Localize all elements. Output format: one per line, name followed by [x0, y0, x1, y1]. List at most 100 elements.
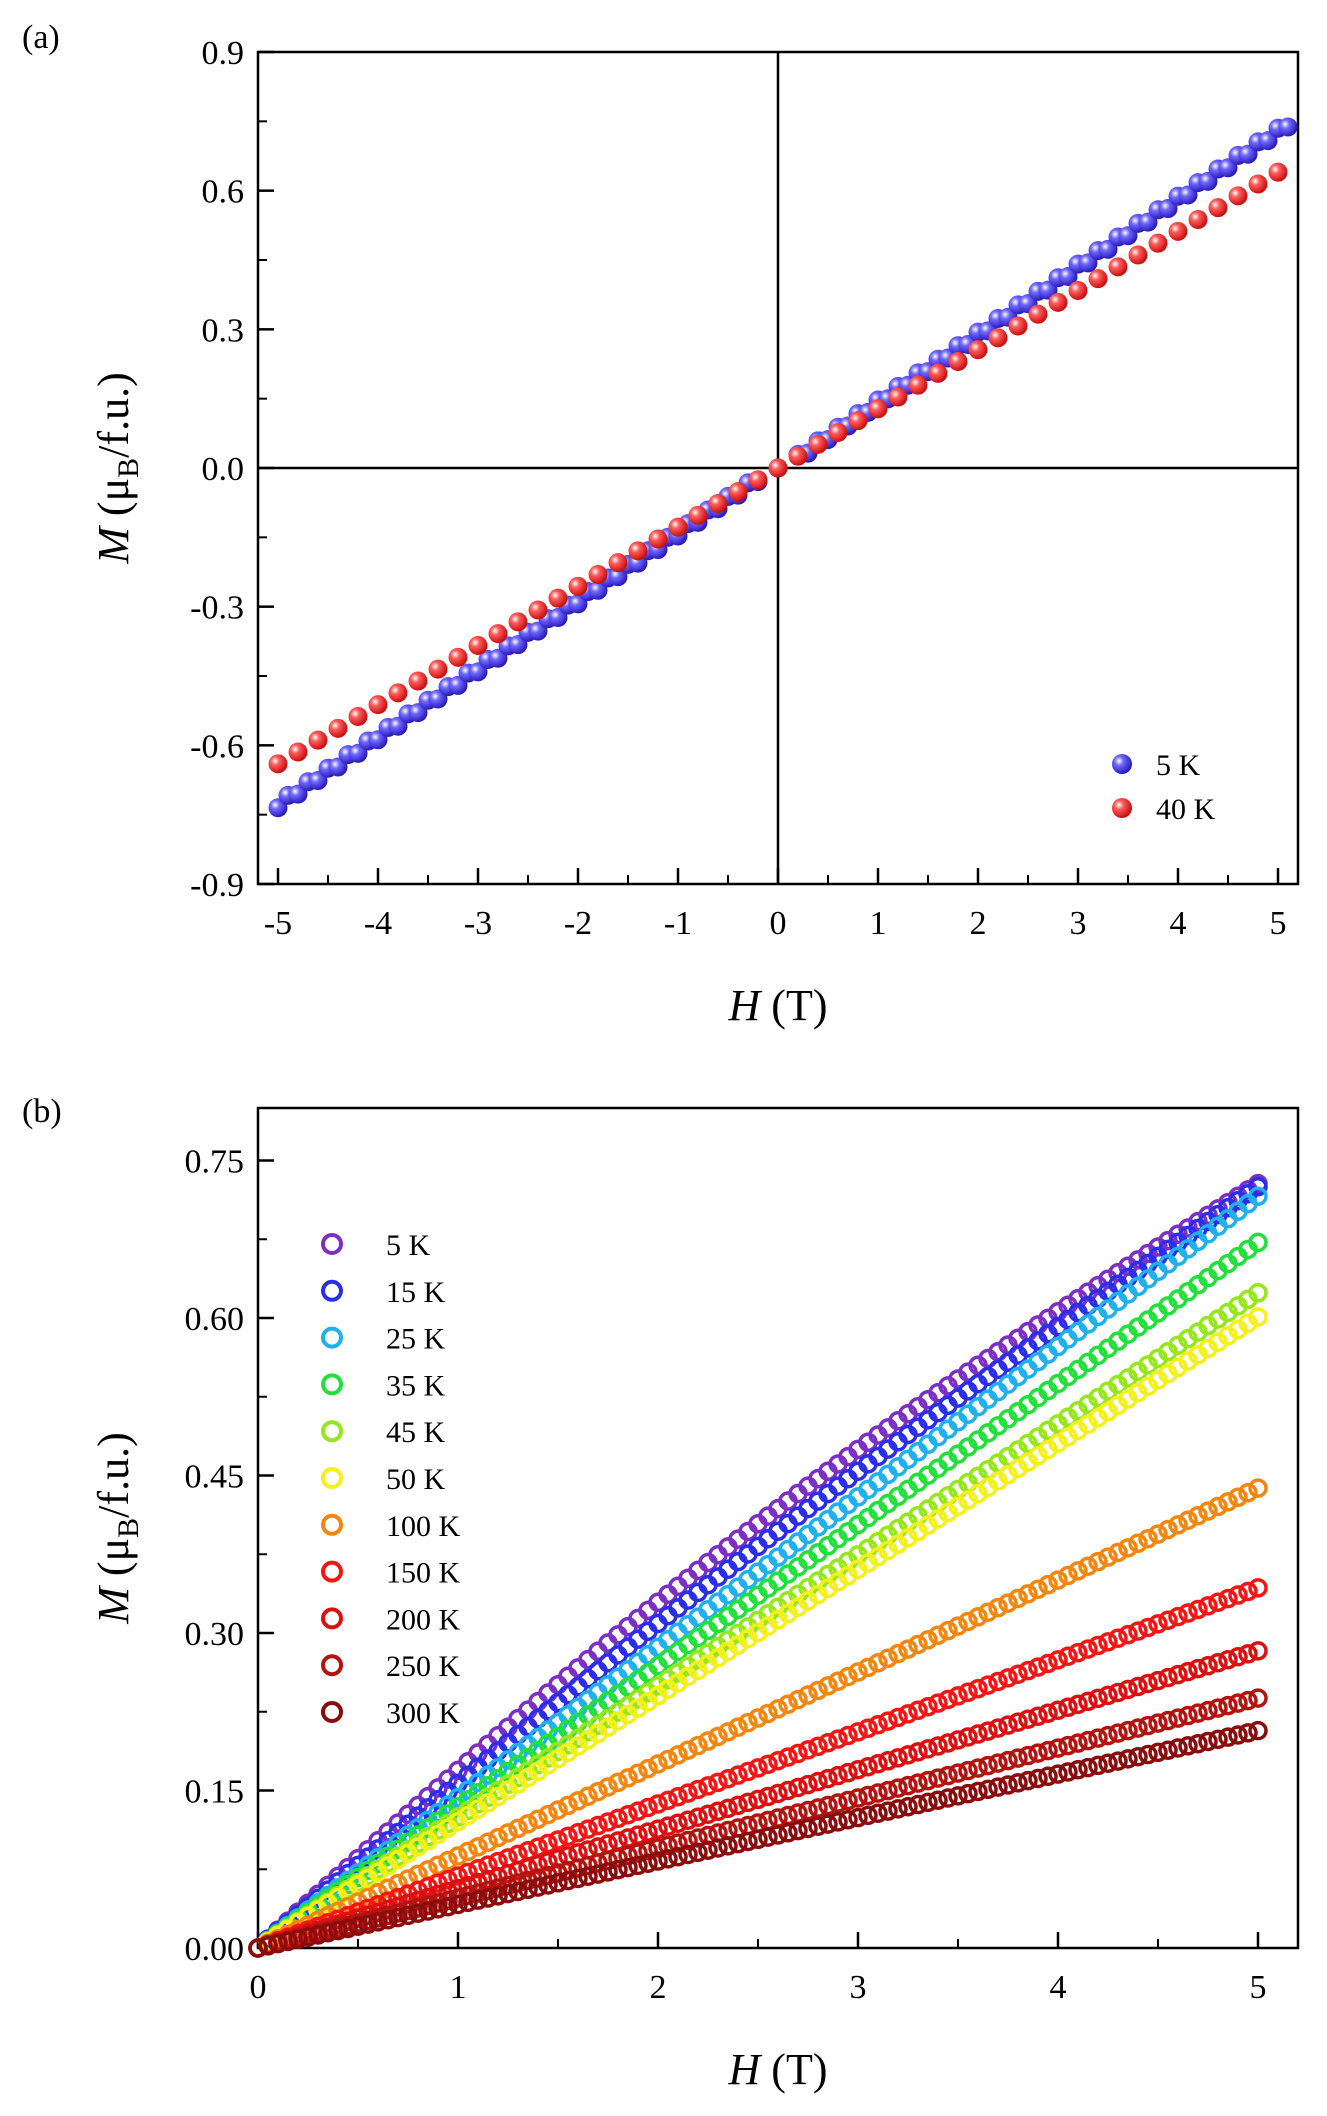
- data-point: [348, 706, 368, 726]
- x-tick-label: 5: [1250, 1969, 1267, 2006]
- data-point: [868, 1714, 888, 1735]
- data-point: [788, 446, 808, 466]
- data-point: [648, 529, 668, 549]
- data-point: [1118, 1679, 1138, 1700]
- data-point: [658, 1816, 678, 1836]
- data-point: [568, 1868, 588, 1889]
- x-tick-label: -2: [564, 905, 592, 942]
- data-point: [908, 1794, 928, 1815]
- data-point: [1198, 1731, 1218, 1752]
- data-point: [1248, 1688, 1268, 1708]
- x-tick-label: 0: [770, 905, 787, 942]
- data-point: [818, 1768, 838, 1789]
- data-point: [608, 553, 628, 573]
- x-tick-label: -1: [664, 905, 692, 942]
- panel-b-data-points: [248, 1173, 1268, 1958]
- data-point: [1018, 1709, 1038, 1729]
- data-point: [1228, 1693, 1248, 1713]
- data-point: [1248, 174, 1268, 194]
- data-point: [1248, 1478, 1268, 1498]
- data-point: [1208, 1729, 1228, 1750]
- data-point: [978, 1721, 998, 1741]
- data-point: [918, 1739, 938, 1759]
- data-point: [1188, 210, 1208, 230]
- data-point: [968, 1758, 988, 1778]
- data-point: [878, 1751, 898, 1771]
- data-point: [908, 1634, 928, 1655]
- data-point: [878, 1711, 898, 1731]
- data-point: [748, 1708, 768, 1728]
- data-point: [648, 1754, 668, 1774]
- data-point: [1248, 1177, 1268, 1197]
- data-point: [788, 1689, 808, 1710]
- data-point: [908, 1700, 928, 1721]
- y-tick-label: 0.3: [202, 312, 245, 349]
- legend-label: 40 K: [1156, 793, 1216, 826]
- x-tick-label: 1: [870, 905, 887, 942]
- data-point: [1068, 1561, 1088, 1581]
- data-point: [1178, 1603, 1198, 1623]
- data-point: [438, 1896, 458, 1917]
- data-point: [1118, 1624, 1138, 1645]
- legend-label: 300 K: [386, 1697, 461, 1730]
- data-point: [958, 1682, 978, 1703]
- data-point: [508, 1860, 528, 1881]
- data-point: [328, 1920, 348, 1941]
- data-point: [768, 1750, 788, 1771]
- x-tick-label: -5: [264, 905, 292, 942]
- data-point: [818, 1814, 838, 1834]
- data-point: [468, 1890, 488, 1910]
- data-point: [448, 647, 468, 667]
- data-point: [468, 1837, 488, 1857]
- data-point: [468, 1859, 488, 1879]
- data-point: [1168, 1606, 1188, 1627]
- data-point: [688, 505, 708, 525]
- data-point: [628, 1843, 648, 1863]
- data-point: [648, 1819, 668, 1839]
- data-point: [558, 1826, 578, 1847]
- data-point: [1238, 1581, 1258, 1602]
- series-300k: [248, 1720, 1268, 1958]
- data-point: [958, 1783, 978, 1804]
- y-tick-label: 0.00: [185, 1931, 245, 1968]
- data-point: [998, 1750, 1018, 1771]
- data-point: [1248, 1720, 1268, 1741]
- data-point: [628, 541, 648, 561]
- panel-b-legend: 5 K 15 K 25 K 35 K 45 K 50 K 100 K 150 K 200 K 25…: [321, 1229, 461, 1730]
- data-point: [438, 1850, 458, 1871]
- data-point: [1148, 1713, 1168, 1733]
- data-point: [1228, 186, 1248, 206]
- data-point: [538, 1833, 558, 1854]
- data-point: [858, 1756, 878, 1777]
- data-point: [968, 1678, 988, 1699]
- data-point: [808, 1816, 828, 1837]
- data-point: [548, 1873, 568, 1893]
- data-point: [1138, 1617, 1158, 1638]
- data-point: [618, 1857, 638, 1878]
- panel-a-x-axis-title: H (T): [728, 981, 828, 1030]
- data-point: [638, 1840, 658, 1861]
- data-point: [798, 1800, 818, 1821]
- data-point: [808, 1680, 828, 1701]
- data-point: [908, 1773, 928, 1793]
- legend-label: 5 K: [386, 1229, 431, 1262]
- data-point: [548, 1830, 568, 1850]
- panel-a-data-points: [268, 117, 1298, 818]
- data-point: [1068, 1760, 1088, 1780]
- data-point: [728, 1795, 748, 1816]
- legend-label: 15 K: [386, 1276, 446, 1309]
- data-point: [768, 1699, 788, 1719]
- data-point: [1028, 1768, 1048, 1789]
- data-point: [278, 1931, 298, 1952]
- data-point: [868, 399, 888, 419]
- data-point: [478, 1832, 498, 1852]
- legend-marker: [321, 1607, 343, 1630]
- data-point: [1108, 1628, 1128, 1649]
- data-point: [428, 1855, 448, 1875]
- data-point: [1068, 1694, 1088, 1715]
- data-point: [978, 1602, 998, 1623]
- data-point: [458, 1892, 478, 1913]
- data-point: [1168, 1738, 1188, 1758]
- data-point: [858, 1718, 878, 1739]
- data-point: [958, 1760, 978, 1781]
